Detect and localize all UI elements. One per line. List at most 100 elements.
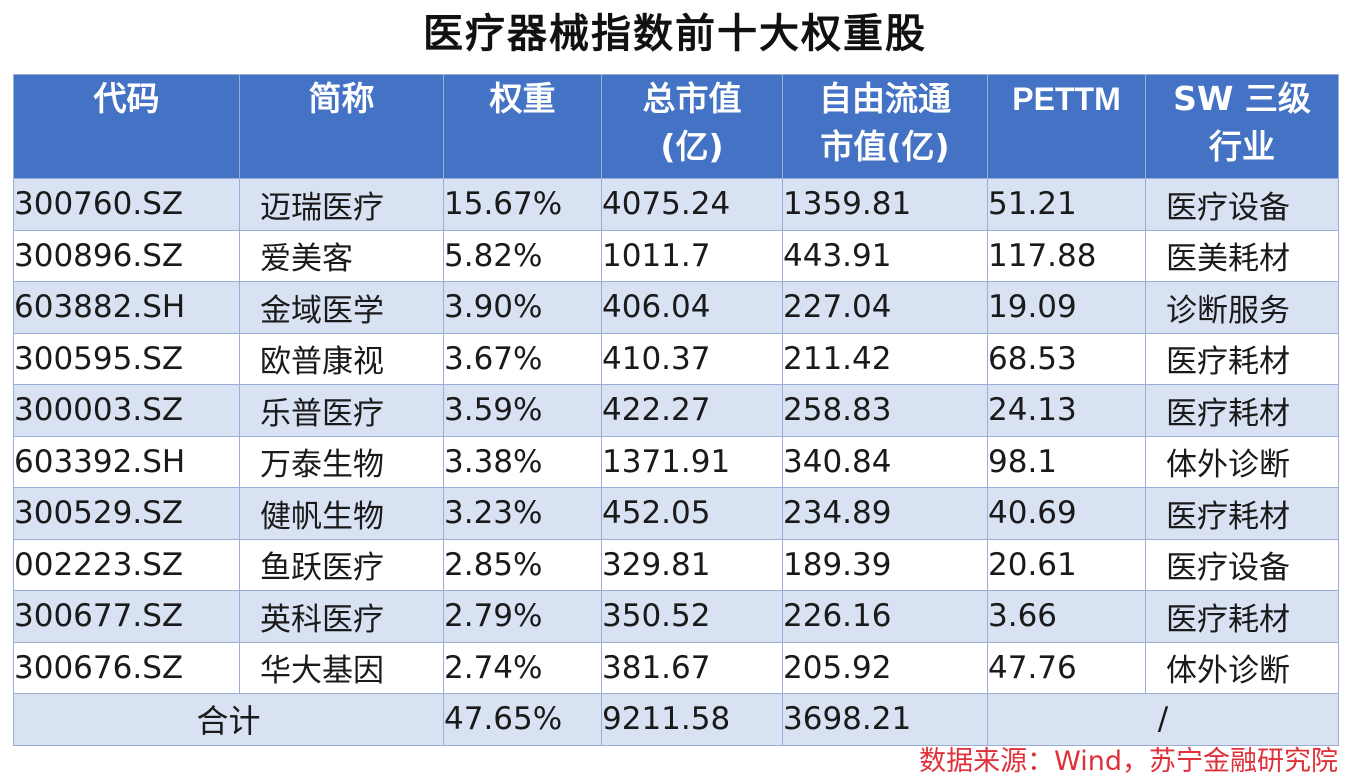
cell-code: 300595.SZ (13, 332, 240, 385)
total-label: 合计 (13, 693, 444, 746)
cell-market-cap: 4075.24 (601, 178, 783, 231)
cell-market-cap: 1011.7 (601, 229, 783, 282)
header-weight: 权重 (443, 74, 602, 179)
header-market-cap-line2: (亿) (660, 127, 724, 166)
cell-market-cap: 329.81 (601, 538, 783, 591)
table-row: 603392.SH 万泰生物 3.38% 1371.91 340.84 98.1… (13, 435, 1339, 488)
cell-float-market-cap: 205.92 (782, 641, 988, 694)
cell-name: 华大基因 (239, 641, 444, 694)
cell-market-cap: 422.27 (601, 384, 783, 437)
table-row: 300529.SZ 健帆生物 3.23% 452.05 234.89 40.69… (13, 487, 1339, 540)
cell-market-cap: 452.05 (601, 487, 783, 540)
header-industry-line2: 行业 (1209, 127, 1275, 166)
cell-weight: 2.79% (443, 590, 602, 643)
table-row: 300760.SZ 迈瑞医疗 15.67% 4075.24 1359.81 51… (13, 178, 1339, 231)
cell-weight: 3.59% (443, 384, 602, 437)
table-body: 300760.SZ 迈瑞医疗 15.67% 4075.24 1359.81 51… (13, 178, 1339, 746)
table-row: 300677.SZ 英科医疗 2.79% 350.52 226.16 3.66 … (13, 590, 1339, 643)
table-row: 300676.SZ 华大基因 2.74% 381.67 205.92 47.76… (13, 641, 1339, 694)
cell-code: 300896.SZ (13, 229, 240, 282)
cell-float-market-cap: 443.91 (782, 229, 988, 282)
cell-industry: 医疗耗材 (1145, 487, 1339, 540)
cell-pe: 117.88 (987, 229, 1146, 282)
cell-industry: 医疗耗材 (1145, 332, 1339, 385)
cell-name: 健帆生物 (239, 487, 444, 540)
header-float-market-cap-line2: 市值(亿) (820, 127, 950, 166)
table-row: 300896.SZ 爱美客 5.82% 1011.7 443.91 117.88… (13, 229, 1339, 282)
cell-weight: 3.23% (443, 487, 602, 540)
cell-code: 300529.SZ (13, 487, 240, 540)
cell-code: 603882.SH (13, 281, 240, 334)
total-other: / (987, 693, 1339, 746)
cell-float-market-cap: 226.16 (782, 590, 988, 643)
page-title: 医疗器械指数前十大权重股 (423, 11, 927, 57)
header-float-market-cap: 自由流通 市值(亿) (782, 74, 988, 179)
table-total-row: 合计 47.65% 9211.58 3698.21 / (13, 693, 1339, 746)
cell-pe: 40.69 (987, 487, 1146, 540)
cell-industry: 体外诊断 (1145, 435, 1339, 488)
cell-code: 300676.SZ (13, 641, 240, 694)
header-pe: PETTM (987, 74, 1146, 179)
cell-name: 爱美客 (239, 229, 444, 282)
cell-float-market-cap: 258.83 (782, 384, 988, 437)
cell-weight: 2.74% (443, 641, 602, 694)
cell-name: 迈瑞医疗 (239, 178, 444, 231)
cell-industry: 医美耗材 (1145, 229, 1339, 282)
cell-weight: 15.67% (443, 178, 602, 231)
table-row: 300595.SZ 欧普康视 3.67% 410.37 211.42 68.53… (13, 332, 1339, 385)
header-market-cap-line1: 总市值 (642, 79, 742, 118)
cell-market-cap: 381.67 (601, 641, 783, 694)
total-float-market-cap: 3698.21 (782, 693, 988, 746)
cell-float-market-cap: 211.42 (782, 332, 988, 385)
total-weight: 47.65% (443, 693, 602, 746)
cell-pe: 98.1 (987, 435, 1146, 488)
header-pe-label: PETTM (1012, 81, 1121, 117)
cell-weight: 2.85% (443, 538, 602, 591)
header-industry: SW 三级 行业 (1145, 74, 1339, 179)
cell-float-market-cap: 234.89 (782, 487, 988, 540)
cell-industry: 体外诊断 (1145, 641, 1339, 694)
cell-float-market-cap: 227.04 (782, 281, 988, 334)
cell-pe: 24.13 (987, 384, 1146, 437)
cell-float-market-cap: 189.39 (782, 538, 988, 591)
header-name: 简称 (239, 74, 444, 179)
data-source-note: 数据来源：Wind，苏宁金融研究院 (919, 746, 1338, 777)
cell-float-market-cap: 340.84 (782, 435, 988, 488)
cell-name: 乐普医疗 (239, 384, 444, 437)
cell-pe: 51.21 (987, 178, 1146, 231)
cell-pe: 3.66 (987, 590, 1146, 643)
cell-pe: 47.76 (987, 641, 1146, 694)
cell-industry: 诊断服务 (1145, 281, 1339, 334)
cell-name: 万泰生物 (239, 435, 444, 488)
table-header-row: 代码 简称 权重 总市值 (亿) 自由流通 市值(亿) PETTM SW 三级 … (13, 74, 1339, 179)
cell-code: 300003.SZ (13, 384, 240, 437)
cell-pe: 68.53 (987, 332, 1146, 385)
cell-weight: 3.90% (443, 281, 602, 334)
cell-name: 欧普康视 (239, 332, 444, 385)
cell-market-cap: 350.52 (601, 590, 783, 643)
header-float-market-cap-line1: 自由流通 (819, 79, 951, 118)
cell-float-market-cap: 1359.81 (782, 178, 988, 231)
cell-market-cap: 1371.91 (601, 435, 783, 488)
cell-industry: 医疗设备 (1145, 538, 1339, 591)
cell-weight: 5.82% (443, 229, 602, 282)
cell-code: 300677.SZ (13, 590, 240, 643)
cell-market-cap: 406.04 (601, 281, 783, 334)
cell-code: 002223.SZ (13, 538, 240, 591)
cell-industry: 医疗耗材 (1145, 590, 1339, 643)
cell-industry: 医疗设备 (1145, 178, 1339, 231)
total-market-cap: 9211.58 (601, 693, 783, 746)
cell-pe: 20.61 (987, 538, 1146, 591)
table-row: 002223.SZ 鱼跃医疗 2.85% 329.81 189.39 20.61… (13, 538, 1339, 591)
table-row: 603882.SH 金域医学 3.90% 406.04 227.04 19.09… (13, 281, 1339, 334)
cell-name: 英科医疗 (239, 590, 444, 643)
cell-market-cap: 410.37 (601, 332, 783, 385)
index-weights-table: 代码 简称 权重 总市值 (亿) 自由流通 市值(亿) PETTM SW 三级 … (13, 74, 1339, 746)
cell-weight: 3.67% (443, 332, 602, 385)
header-market-cap: 总市值 (亿) (601, 74, 783, 179)
table-row: 300003.SZ 乐普医疗 3.59% 422.27 258.83 24.13… (13, 384, 1339, 437)
cell-industry: 医疗耗材 (1145, 384, 1339, 437)
cell-name: 鱼跃医疗 (239, 538, 444, 591)
header-code: 代码 (13, 74, 240, 179)
cell-weight: 3.38% (443, 435, 602, 488)
